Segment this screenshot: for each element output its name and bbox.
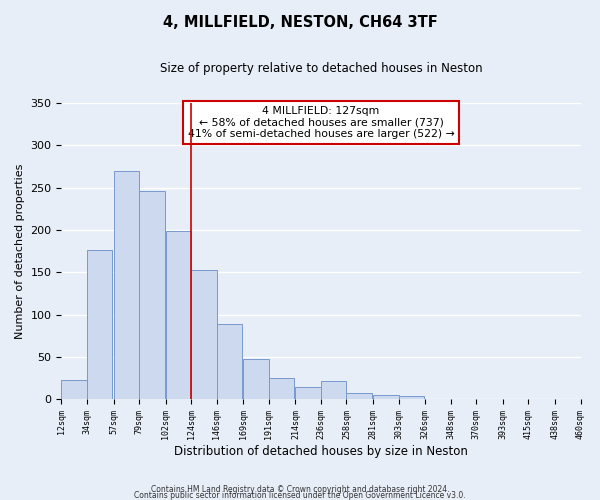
Y-axis label: Number of detached properties: Number of detached properties bbox=[15, 164, 25, 339]
Bar bbox=[373, 395, 398, 399]
X-axis label: Distribution of detached houses by size in Neston: Distribution of detached houses by size … bbox=[174, 444, 468, 458]
Bar bbox=[113, 171, 139, 399]
Bar bbox=[191, 270, 217, 399]
Text: Contains HM Land Registry data © Crown copyright and database right 2024.: Contains HM Land Registry data © Crown c… bbox=[151, 484, 449, 494]
Text: 4, MILLFIELD, NESTON, CH64 3TF: 4, MILLFIELD, NESTON, CH64 3TF bbox=[163, 15, 437, 30]
Bar bbox=[295, 388, 321, 399]
Bar bbox=[61, 380, 87, 399]
Bar bbox=[244, 358, 269, 399]
Bar bbox=[87, 250, 112, 399]
Bar bbox=[269, 378, 295, 399]
Bar bbox=[398, 396, 424, 399]
Text: 4 MILLFIELD: 127sqm
← 58% of detached houses are smaller (737)
41% of semi-detac: 4 MILLFIELD: 127sqm ← 58% of detached ho… bbox=[188, 106, 454, 139]
Bar bbox=[217, 324, 242, 399]
Bar bbox=[139, 191, 164, 399]
Bar bbox=[166, 231, 191, 399]
Bar bbox=[321, 382, 346, 399]
Title: Size of property relative to detached houses in Neston: Size of property relative to detached ho… bbox=[160, 62, 482, 76]
Text: Contains public sector information licensed under the Open Government Licence v3: Contains public sector information licen… bbox=[134, 490, 466, 500]
Bar bbox=[346, 394, 372, 399]
